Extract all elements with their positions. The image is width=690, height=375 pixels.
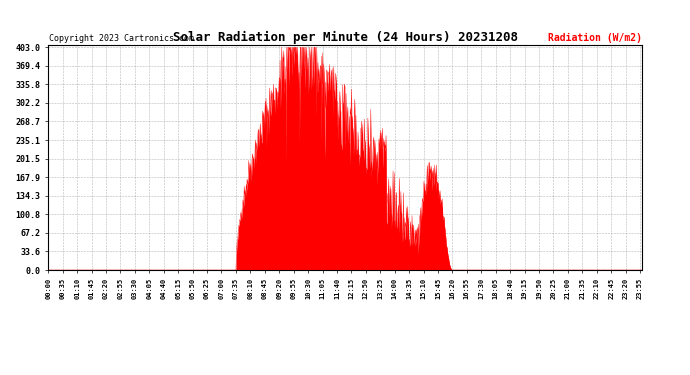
Text: Radiation (W/m2): Radiation (W/m2) [548,33,642,43]
Text: Copyright 2023 Cartronics.com: Copyright 2023 Cartronics.com [49,34,194,43]
Title: Solar Radiation per Minute (24 Hours) 20231208: Solar Radiation per Minute (24 Hours) 20… [172,31,518,44]
